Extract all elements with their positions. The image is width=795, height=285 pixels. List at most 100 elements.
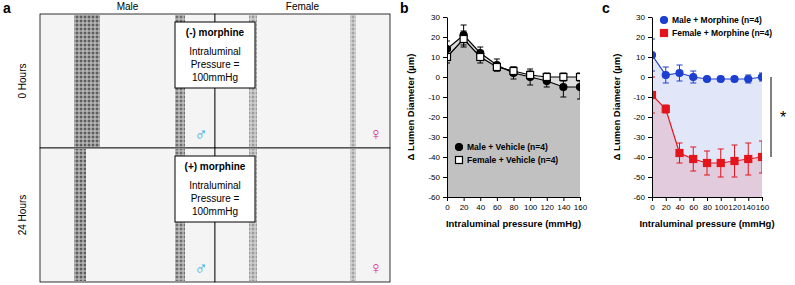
x-tick-label: 40 [676, 203, 685, 212]
error-bar-cap [461, 47, 467, 48]
error-bar-cap [461, 25, 467, 26]
y-tick-mark [648, 97, 652, 98]
y-tick: 20 [431, 33, 447, 42]
panel-label: b [400, 0, 409, 16]
y-tick: -50 [633, 173, 652, 182]
y-tick-mark [648, 17, 652, 18]
chart: b020406080100120140160-60-50-40-30-20-10… [400, 0, 588, 229]
y-tick-label: -40 [428, 153, 440, 162]
plot-area [652, 39, 762, 197]
marker [759, 154, 763, 161]
x-tick-mark [735, 197, 736, 201]
annotation-text: Intraluminal [189, 46, 241, 57]
x-tick: 40 [676, 197, 685, 212]
x-tick: 0 [650, 197, 655, 212]
annotation-box [175, 156, 255, 222]
legend-marker [661, 17, 668, 24]
y-tick-mark [648, 77, 652, 78]
y-tick: -10 [633, 93, 652, 102]
x-tick-label: 20 [662, 203, 671, 212]
x-tick-mark [580, 197, 581, 201]
y-tick-mark [648, 57, 652, 58]
error-bar-cap [704, 151, 710, 152]
legend-marker [456, 157, 463, 164]
panel-a: aMaleFemale0 Hours♂♀24 Hours♂♀(-) morphi… [3, 0, 390, 282]
x-tick: 60 [689, 197, 698, 212]
error-bar-cap [677, 163, 683, 164]
x-tick-mark [547, 197, 548, 201]
marker [704, 76, 711, 83]
annotation-box [175, 22, 255, 88]
error-bar [759, 141, 762, 173]
marker [460, 36, 467, 43]
y-axis-title: Δ Lumen Diameter (µm) [405, 54, 416, 161]
error-bar-cap [732, 145, 738, 146]
y-tick-label: 20 [636, 33, 645, 42]
error-bar-cap [677, 143, 683, 144]
y-tick-label: -30 [633, 133, 645, 142]
x-tick: 100 [715, 197, 729, 212]
x-tick-mark [680, 197, 681, 201]
x-tick: 160 [574, 197, 588, 212]
x-tick-mark [762, 197, 763, 201]
error-bar-cap [527, 85, 533, 86]
y-axis: -60-50-40-30-20-100102030 [633, 13, 652, 202]
x-tick-label: 0 [650, 203, 655, 212]
annotation-text: (-) morphine [186, 27, 245, 38]
x-tick: 120 [541, 197, 555, 212]
legend-label: Male + Morphine (n=4) [672, 15, 762, 25]
legend-label: Female + Morphine (n=4) [672, 28, 772, 38]
marker [577, 84, 581, 91]
x-tick-mark [666, 197, 667, 201]
x-tick: 0 [445, 197, 450, 212]
x-tick-label: 80 [703, 203, 712, 212]
error-bar-cap [759, 141, 762, 142]
annotation-text: Intraluminal [189, 180, 241, 191]
y-axis-line [652, 18, 653, 198]
error-bar [745, 143, 751, 175]
marker [759, 74, 763, 81]
y-axis-line [447, 18, 448, 198]
y-tick-label: 30 [636, 13, 645, 22]
error-bar-cap [663, 83, 669, 84]
legend: Male + Vehicle (n=4)Female + Vehicle (n=… [456, 142, 559, 165]
error-bar-cap [560, 97, 566, 98]
x-tick-mark [464, 197, 465, 201]
y-tick-label: -30 [428, 133, 440, 142]
error-bar-cap [527, 69, 533, 70]
x-tick-mark [497, 197, 498, 201]
y-tick-label: -50 [633, 173, 645, 182]
error-bar [759, 73, 762, 81]
error-bar-cap [690, 171, 696, 172]
y-tick: -20 [428, 113, 447, 122]
row-header: 0 Hours [17, 63, 28, 98]
x-tick: 100 [524, 197, 538, 212]
x-tick: 20 [662, 197, 671, 212]
y-tick-mark [443, 17, 447, 18]
error-bar [511, 67, 517, 75]
error-bar [663, 105, 669, 113]
y-axis: -60-50-40-30-20-100102030 [428, 13, 447, 202]
x-tick-label: 160 [574, 203, 588, 212]
line [447, 39, 580, 77]
y-tick-label: 20 [431, 33, 440, 42]
error-bar [494, 59, 500, 71]
error-bar [494, 63, 500, 71]
y-tick: -40 [633, 153, 652, 162]
x-tick-label: 120 [728, 203, 742, 212]
figure: aMaleFemale0 Hours♂♀24 Hours♂♀(-) morphi… [0, 0, 795, 285]
marker [731, 158, 738, 165]
significance-bracket [771, 77, 772, 157]
error-bar-cap [677, 81, 683, 82]
y-tick: 30 [431, 13, 447, 22]
x-tick-label: 60 [689, 203, 698, 212]
x-tick-mark [748, 197, 749, 201]
x-tick-label: 20 [460, 203, 469, 212]
error-bar [745, 75, 751, 83]
x-tick-label: 100 [524, 203, 538, 212]
y-tick-label: 10 [431, 53, 440, 62]
x-tick: 120 [728, 197, 742, 212]
row-header: 24 Hours [17, 195, 28, 236]
error-bar [461, 31, 467, 47]
error-bar [461, 25, 467, 45]
